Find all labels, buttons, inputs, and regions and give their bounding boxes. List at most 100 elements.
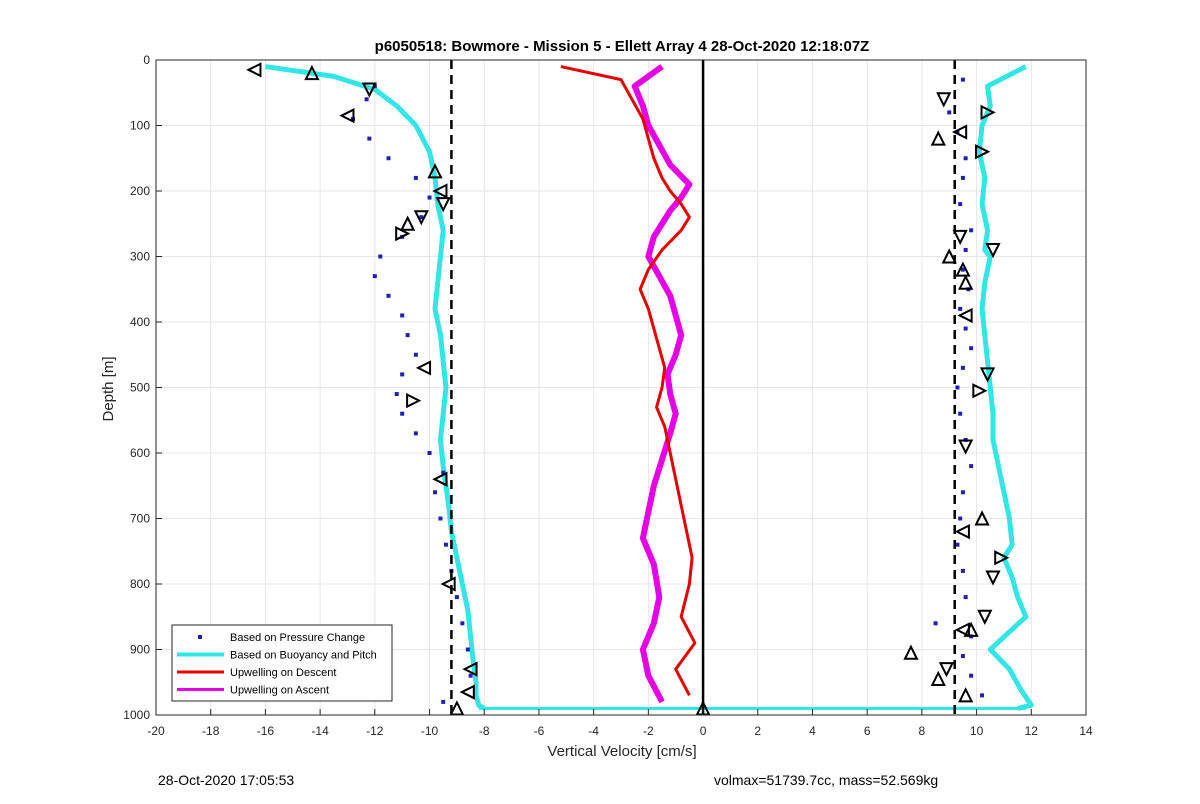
pressure-point (958, 516, 963, 521)
marker-down-triangle (938, 662, 955, 678)
pressure-point (958, 306, 963, 311)
pressure-point (958, 202, 963, 207)
pressure-point (372, 274, 377, 279)
marker-down-triangle (952, 229, 968, 246)
pressure-point (969, 228, 974, 233)
pressure-point (468, 673, 473, 678)
pressure-point (960, 654, 965, 659)
footer-timestamp: 28-Oct-2020 17:05:53 (158, 772, 295, 788)
pressure-point (427, 195, 432, 200)
pressure-point (960, 365, 965, 370)
pressure-point (413, 352, 418, 357)
pressure-point (400, 372, 405, 377)
marker-left-triangle (432, 183, 448, 199)
series-buoyancy-descent (265, 64, 486, 711)
y-tick-label: 900 (130, 643, 150, 657)
x-tick-label: 8 (919, 724, 926, 738)
x-axis-label: Vertical Velocity [cm/s] (547, 743, 696, 760)
y-tick-label: 1000 (123, 708, 150, 722)
x-tick-label: 2 (754, 724, 761, 738)
pressure-point (438, 516, 443, 521)
footer-volmax-mass: volmax=51739.7cc, mass=52.569kg (714, 772, 939, 788)
pressure-point (378, 254, 383, 259)
x-tick-label: -16 (257, 724, 275, 738)
legend-swatch-pressure (198, 635, 202, 639)
pressure-point (960, 175, 965, 180)
pressure-point (960, 267, 965, 272)
marker-right-triangle (994, 550, 1010, 566)
marker-left-triangle (954, 622, 970, 638)
pressure-point (955, 385, 960, 390)
marker-down-triangle (958, 439, 974, 455)
marker-up-triangle (930, 130, 946, 146)
markers-layer (246, 62, 1010, 716)
pressure-point (400, 411, 405, 416)
legend-label: Upwelling on Descent (230, 667, 336, 679)
pressure-point (980, 693, 985, 698)
marker-left-triangle (462, 661, 478, 677)
y-axis-label: Depth [m] (100, 356, 117, 421)
pressure-point (386, 293, 391, 298)
y-tick-label: 0 (143, 53, 150, 67)
pressure-point (419, 215, 424, 220)
x-tick-label: -10 (421, 724, 439, 738)
series-pressure-descent (350, 84, 473, 704)
marker-right-triangle (395, 225, 411, 242)
y-tick-label: 700 (130, 512, 150, 526)
legend: Based on Pressure Change Based on Buoyanc… (171, 624, 393, 702)
marker-up-triangle (903, 644, 919, 660)
legend-label: Based on Pressure Change (230, 632, 365, 644)
pressure-point (963, 247, 968, 252)
pressure-point (367, 136, 372, 141)
pressure-point (443, 542, 448, 547)
y-tick-label: 300 (130, 250, 150, 264)
series-buoyancy-ascent (976, 64, 1034, 711)
y-tick-label: 500 (130, 381, 150, 395)
marker-down-triangle (435, 197, 451, 213)
x-tick-label: 14 (1079, 724, 1093, 738)
pressure-point (963, 595, 968, 600)
x-tick-label: -6 (534, 724, 545, 738)
pressure-point (465, 647, 470, 652)
marker-left-triangle (246, 62, 262, 78)
marker-right-triangle (406, 392, 422, 409)
marker-left-triangle (951, 124, 968, 140)
marker-right-triangle (980, 104, 996, 121)
marker-left-triangle (954, 523, 970, 540)
marker-up-triangle (941, 248, 957, 264)
pressure-point (955, 130, 960, 135)
x-tick-label: 6 (864, 724, 871, 738)
marker-left-triangle (957, 307, 973, 324)
pressure-point (413, 431, 418, 436)
x-tick-label: 10 (970, 724, 984, 738)
x-tick-label: -20 (147, 724, 165, 738)
marker-down-triangle (985, 570, 1001, 586)
y-axis-ticks: 0 100 200 300 400 500 600 700 800 900 1000 (123, 53, 162, 722)
marker-right-triangle (975, 144, 991, 160)
pressure-point (960, 568, 965, 573)
x-tick-label: -12 (366, 724, 384, 738)
marker-down-triangle (413, 210, 429, 226)
marker-left-triangle (415, 360, 432, 376)
reference-lines (450, 60, 956, 715)
marker-down-triangle (361, 82, 377, 98)
x-tick-label: -8 (479, 724, 490, 738)
marker-down-triangle (985, 242, 1001, 259)
pressure-point (969, 673, 974, 678)
pressure-point (960, 77, 965, 82)
x-axis-ticks: -20 -18 -16 -14 -12 -10 -8 -6 -4 -2 0 2 4 6 8 10 12 14 (147, 709, 1093, 738)
pressure-point (454, 595, 459, 600)
chart-title: p6050518: Bowmore - Mission 5 - Ellett A… (375, 38, 870, 55)
x-tick-label: -14 (311, 724, 329, 738)
marker-down-triangle (977, 609, 993, 625)
marker-up-triangle (304, 64, 320, 81)
marker-down-triangle (979, 367, 996, 383)
pressure-point (394, 392, 399, 397)
legend-label: Upwelling on Ascent (230, 685, 329, 697)
marker-up-triangle (427, 163, 443, 179)
pressure-point (400, 313, 405, 318)
pressure-point (460, 621, 465, 626)
pressure-point (413, 175, 418, 180)
series-upwelling-ascent (631, 64, 693, 704)
series-upwelling-descent (560, 65, 697, 697)
